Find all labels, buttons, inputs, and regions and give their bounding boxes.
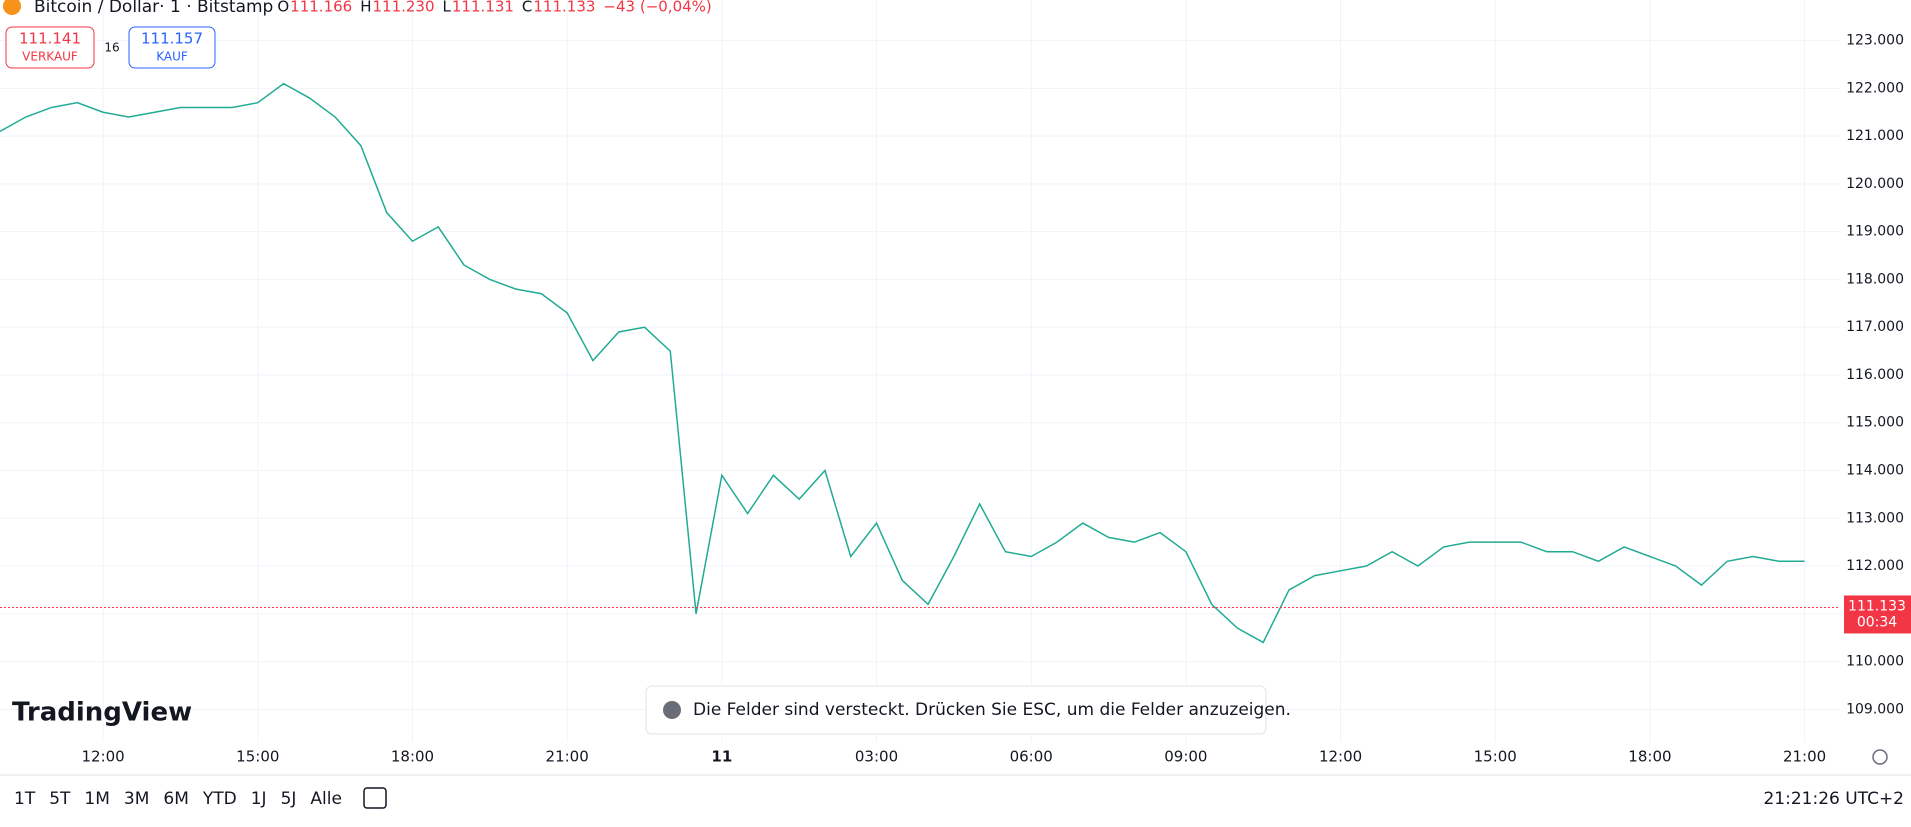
sell-price: 111.141: [19, 30, 81, 48]
x-tick-label: 03:00: [855, 748, 898, 766]
ohlc-value: 111.133: [533, 0, 595, 16]
ohlc-key: L: [443, 0, 452, 16]
x-tick-label: 06:00: [1010, 748, 1053, 766]
y-tick-label: 114.000: [1846, 463, 1904, 479]
ohlc-value: 111.131: [452, 0, 514, 16]
range-button[interactable]: 1J: [251, 789, 267, 809]
x-tick-label: 12:00: [1319, 748, 1362, 766]
y-tick-label: 117.000: [1846, 319, 1904, 335]
range-button[interactable]: 1T: [14, 789, 36, 809]
sell-label: VERKAUF: [22, 50, 78, 64]
x-tick-label: 18:00: [1628, 748, 1671, 766]
price-line: [0, 82, 1805, 644]
x-tick-label: 09:00: [1164, 748, 1207, 766]
grid: [0, 0, 1840, 742]
toast-box: [645, 685, 1267, 735]
range-button[interactable]: 6M: [163, 789, 188, 809]
x-tick-label: 18:00: [391, 748, 434, 766]
ohlc-value: 111.166: [290, 0, 352, 16]
range-bar: 1T 5T 1M 3M 6M YTD 1J 5J Alle: [14, 789, 342, 809]
y-tick-label: 113.000: [1846, 510, 1904, 526]
sell-button[interactable]: [5, 26, 95, 69]
last-price-tag: [1844, 595, 1911, 634]
change: −43 (−0,04%): [603, 0, 711, 16]
countdown: 00:34: [1857, 614, 1897, 630]
y-tick-label: 115.000: [1846, 415, 1904, 431]
ohlc-key: C: [522, 0, 532, 16]
range-button[interactable]: 5T: [49, 789, 71, 809]
settings-icon[interactable]: [1872, 749, 1888, 765]
logo: TradingView: [12, 698, 192, 728]
y-tick-label: 120.000: [1846, 176, 1904, 192]
y-tick-label: 119.000: [1846, 224, 1904, 240]
coin-icon: [3, 0, 21, 15]
ohlc-key: H: [360, 0, 371, 16]
x-tick-label: 11: [711, 748, 732, 766]
toast-text: Die Felder sind versteckt. Drücken Sie E…: [693, 700, 1291, 720]
range-button[interactable]: Alle: [310, 789, 342, 809]
range-button[interactable]: 3M: [124, 789, 149, 809]
range-button[interactable]: YTD: [202, 789, 237, 809]
y-tick-label: 122.000: [1846, 80, 1904, 96]
x-tick-label: 12:00: [82, 748, 125, 766]
buy-button[interactable]: [128, 26, 216, 69]
x-tick-label: 15:00: [1474, 748, 1517, 766]
spread: 16: [104, 41, 119, 55]
range-button[interactable]: 1M: [84, 789, 109, 809]
toast: Die Felder sind versteckt. Drücken Sie E…: [645, 685, 1291, 735]
y-tick-label: 112.000: [1846, 558, 1904, 574]
y-tick-label: 118.000: [1846, 271, 1904, 287]
range-button[interactable]: 5J: [281, 789, 297, 809]
date-icon[interactable]: [363, 787, 387, 809]
clock: 21:21:26 UTC+2: [1763, 789, 1904, 809]
ohlc: O 111.166 H 111.230 L 111.131 C 111.133 −43 (−0,…: [277, 0, 711, 16]
y-tick-label: 110.000: [1846, 654, 1904, 670]
x-tick-label: 21:00: [1783, 748, 1826, 766]
buy-price: 111.157: [141, 30, 203, 48]
last-price-label: 111.133: [1848, 598, 1906, 614]
y-tick-label: 121.000: [1846, 128, 1904, 144]
y-tick-label: 109.000: [1846, 701, 1904, 717]
info-icon: [663, 701, 681, 719]
x-tick-label: 15:00: [236, 748, 279, 766]
buy-label: KAUF: [156, 50, 188, 64]
ohlc-value: 111.230: [372, 0, 434, 16]
y-tick-label: 123.000: [1846, 33, 1904, 49]
y-tick-label: 116.000: [1846, 367, 1904, 383]
symbol: Bitcoin / Dollar· 1 · Bitstamp: [34, 0, 273, 17]
ohlc-key: O: [277, 0, 289, 16]
x-tick-label: 21:00: [546, 748, 589, 766]
